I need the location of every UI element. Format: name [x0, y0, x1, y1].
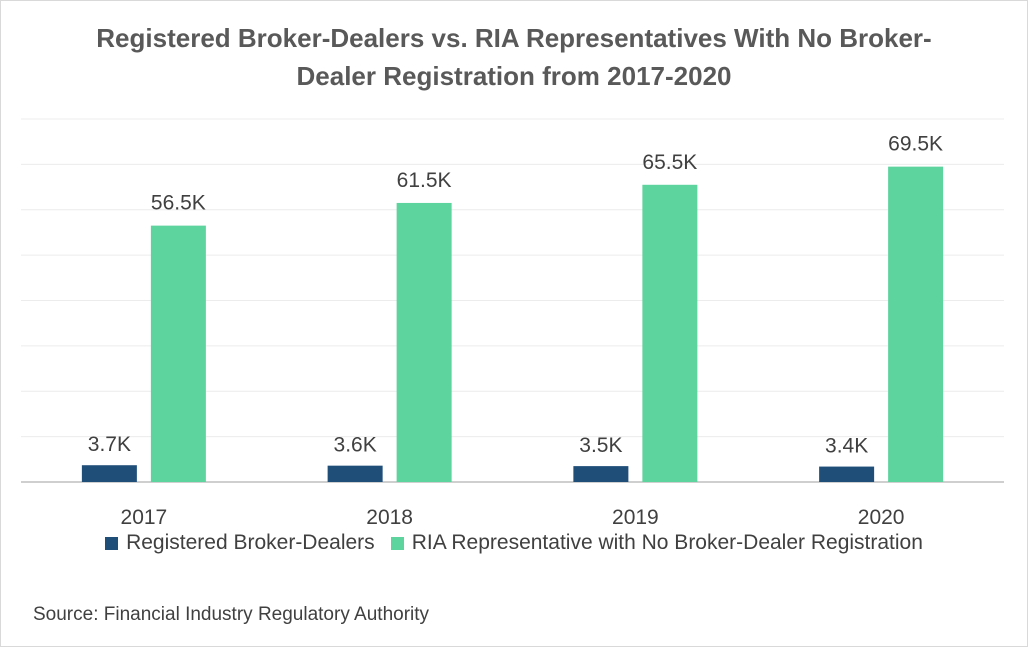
data-label: 69.5K [888, 133, 943, 156]
x-tick-label: 2019 [612, 506, 659, 529]
bar-ria-2017 [150, 225, 206, 482]
x-tick-label: 2018 [366, 506, 413, 529]
bars [81, 166, 944, 483]
data-label: 65.5K [642, 151, 697, 174]
bar-ria-2019 [642, 184, 698, 482]
data-label: 3.6K [334, 434, 377, 457]
data-label: 3.4K [825, 435, 868, 458]
bar-broker-dealers-2020 [819, 466, 875, 482]
source-note: Source: Financial Industry Regulatory Au… [33, 604, 430, 625]
data-label: 61.5K [397, 169, 452, 192]
bar-ria-2018 [396, 202, 452, 482]
legend: Registered Broker-Dealers RIA Representa… [1, 531, 1027, 555]
x-tick-label: 2020 [858, 506, 905, 529]
legend-label-broker-dealers: Registered Broker-Dealers [126, 531, 375, 554]
data-label: 3.5K [579, 434, 622, 457]
legend-item-broker-dealers: Registered Broker-Dealers [105, 531, 375, 555]
data-labels: 3.7K 56.5K 3.6K 61.5K 3.5K 65.5K 3.4K 69.5K [88, 133, 943, 458]
x-tick-label: 2017 [121, 506, 168, 529]
bar-broker-dealers-2017 [81, 465, 137, 482]
data-label: 56.5K [151, 192, 206, 215]
legend-label-ria-representatives: RIA Representative with No Broker-Dealer… [411, 531, 923, 554]
chart-title: Registered Broker-Dealers vs. RIA Repres… [96, 23, 932, 91]
bar-broker-dealers-2018 [327, 465, 383, 482]
data-label: 3.7K [88, 433, 131, 456]
legend-item-ria-representatives: RIA Representative with No Broker-Dealer… [390, 531, 923, 555]
legend-swatch-broker-dealers [105, 536, 119, 550]
bar-broker-dealers-2019 [573, 466, 629, 482]
legend-swatch-ria-representatives [390, 536, 404, 550]
bar-ria-2020 [888, 166, 944, 483]
x-tick-labels: 2017 2018 2019 2020 [121, 506, 905, 529]
